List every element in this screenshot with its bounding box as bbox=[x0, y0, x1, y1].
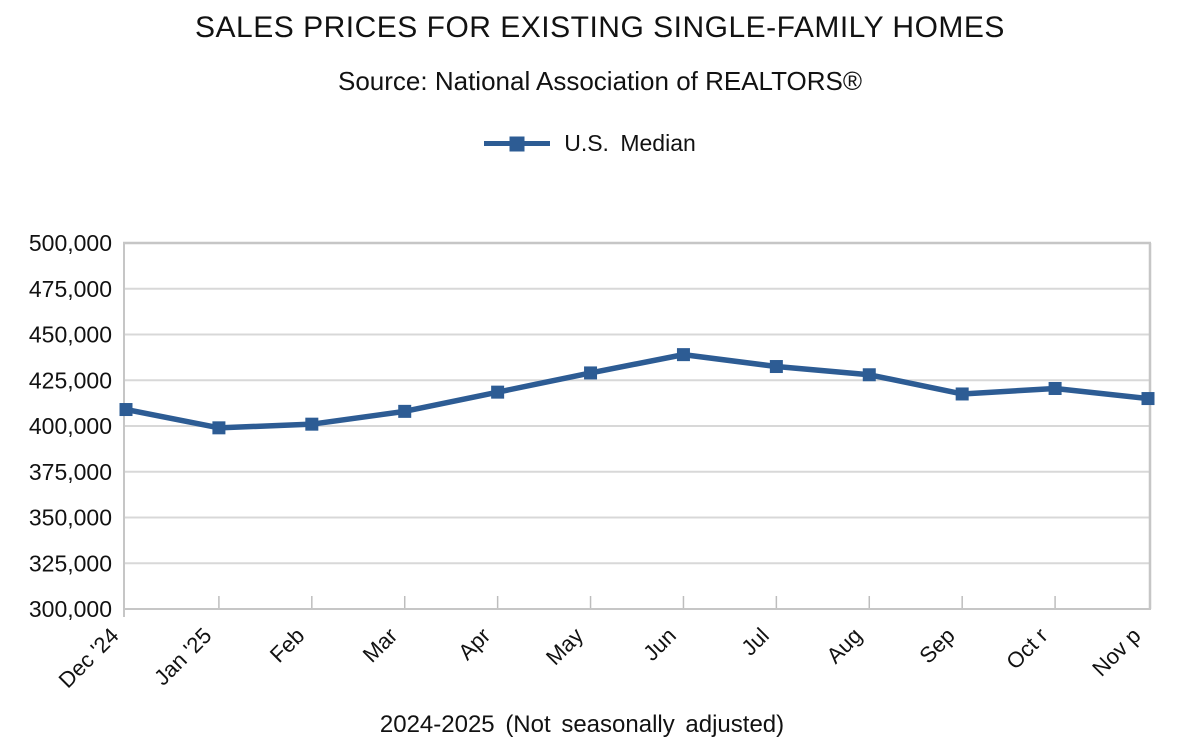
y-axis-tick-label: 300,000 bbox=[29, 596, 112, 622]
y-axis-tick-label: 325,000 bbox=[29, 550, 112, 576]
chart-subtitle: Source: National Association of REALTORS… bbox=[338, 66, 862, 96]
data-point-marker bbox=[769, 360, 783, 374]
x-axis-tick-label: Jan '25 bbox=[149, 623, 216, 690]
x-axis-tick-label: Jul bbox=[736, 623, 774, 661]
chart-title: SALES PRICES FOR EXISTING SINGLE-FAMILY … bbox=[195, 11, 1005, 44]
x-axis-tick-label: Nov p bbox=[1087, 623, 1145, 681]
data-point-marker bbox=[584, 366, 598, 380]
data-point-marker bbox=[212, 421, 226, 435]
data-point-marker bbox=[955, 387, 969, 401]
x-axis-title: 2024-2025 (Not seasonally adjusted) bbox=[379, 711, 785, 738]
data-point-marker bbox=[305, 417, 319, 431]
y-axis-tick-label: 400,000 bbox=[29, 413, 112, 439]
x-axis-tick-label: Apr bbox=[453, 623, 495, 665]
y-axis-tick-label: 375,000 bbox=[29, 459, 112, 485]
y-axis-tick-label: 475,000 bbox=[29, 276, 112, 302]
data-point-marker bbox=[1048, 381, 1062, 395]
y-axis-tick-label: 500,000 bbox=[29, 230, 112, 256]
legend-series-label: U.S. Median bbox=[564, 130, 696, 156]
legend-square-marker-icon bbox=[509, 136, 525, 151]
x-axis-tick-label: Mar bbox=[358, 623, 402, 667]
x-axis-tick-label: Aug bbox=[821, 623, 866, 668]
x-axis-tick-label: Jun bbox=[638, 623, 681, 666]
series-line-us-median bbox=[125, 351, 1149, 431]
data-point-marker bbox=[119, 403, 133, 417]
data-point-marker bbox=[862, 368, 876, 382]
x-axis-tick-label: May bbox=[541, 623, 588, 670]
data-point-marker bbox=[1141, 392, 1155, 406]
legend-line-sample bbox=[484, 136, 551, 151]
x-axis-tick-label: Oct r bbox=[1001, 623, 1052, 674]
legend: U.S. Median bbox=[0, 130, 1180, 157]
x-axis-tick-label: Feb bbox=[265, 623, 309, 667]
y-axis-tick-label: 350,000 bbox=[29, 505, 112, 531]
x-axis-tick-label: Dec '24 bbox=[54, 623, 124, 693]
data-point-marker bbox=[398, 404, 412, 418]
y-axis-tick-label: 450,000 bbox=[29, 322, 112, 348]
x-axis-tick-label: Sep bbox=[914, 623, 959, 668]
data-point-marker bbox=[676, 348, 690, 362]
y-axis-tick-label: 425,000 bbox=[29, 367, 112, 393]
data-point-marker bbox=[491, 385, 505, 399]
